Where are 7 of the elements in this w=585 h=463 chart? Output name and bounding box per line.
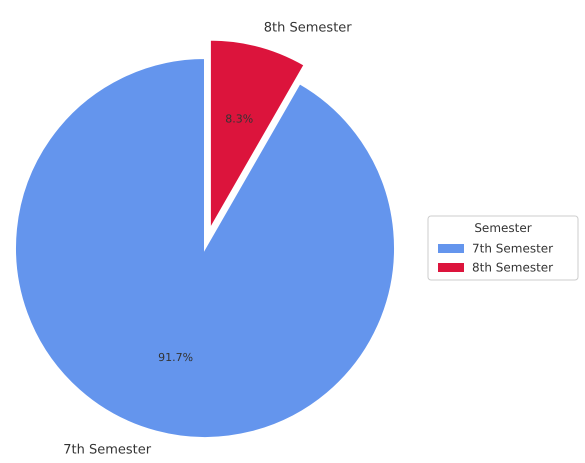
data-label: 91.7%: [158, 351, 194, 364]
slice-label: 7th Semester: [63, 442, 152, 458]
legend-label: 8th Semester: [472, 260, 554, 274]
data-label: 8.3%: [225, 112, 254, 126]
legend-label: 7th Semester: [472, 241, 554, 256]
slice-label: 8th Semester: [264, 20, 352, 36]
legend-title: Semester: [474, 221, 532, 235]
